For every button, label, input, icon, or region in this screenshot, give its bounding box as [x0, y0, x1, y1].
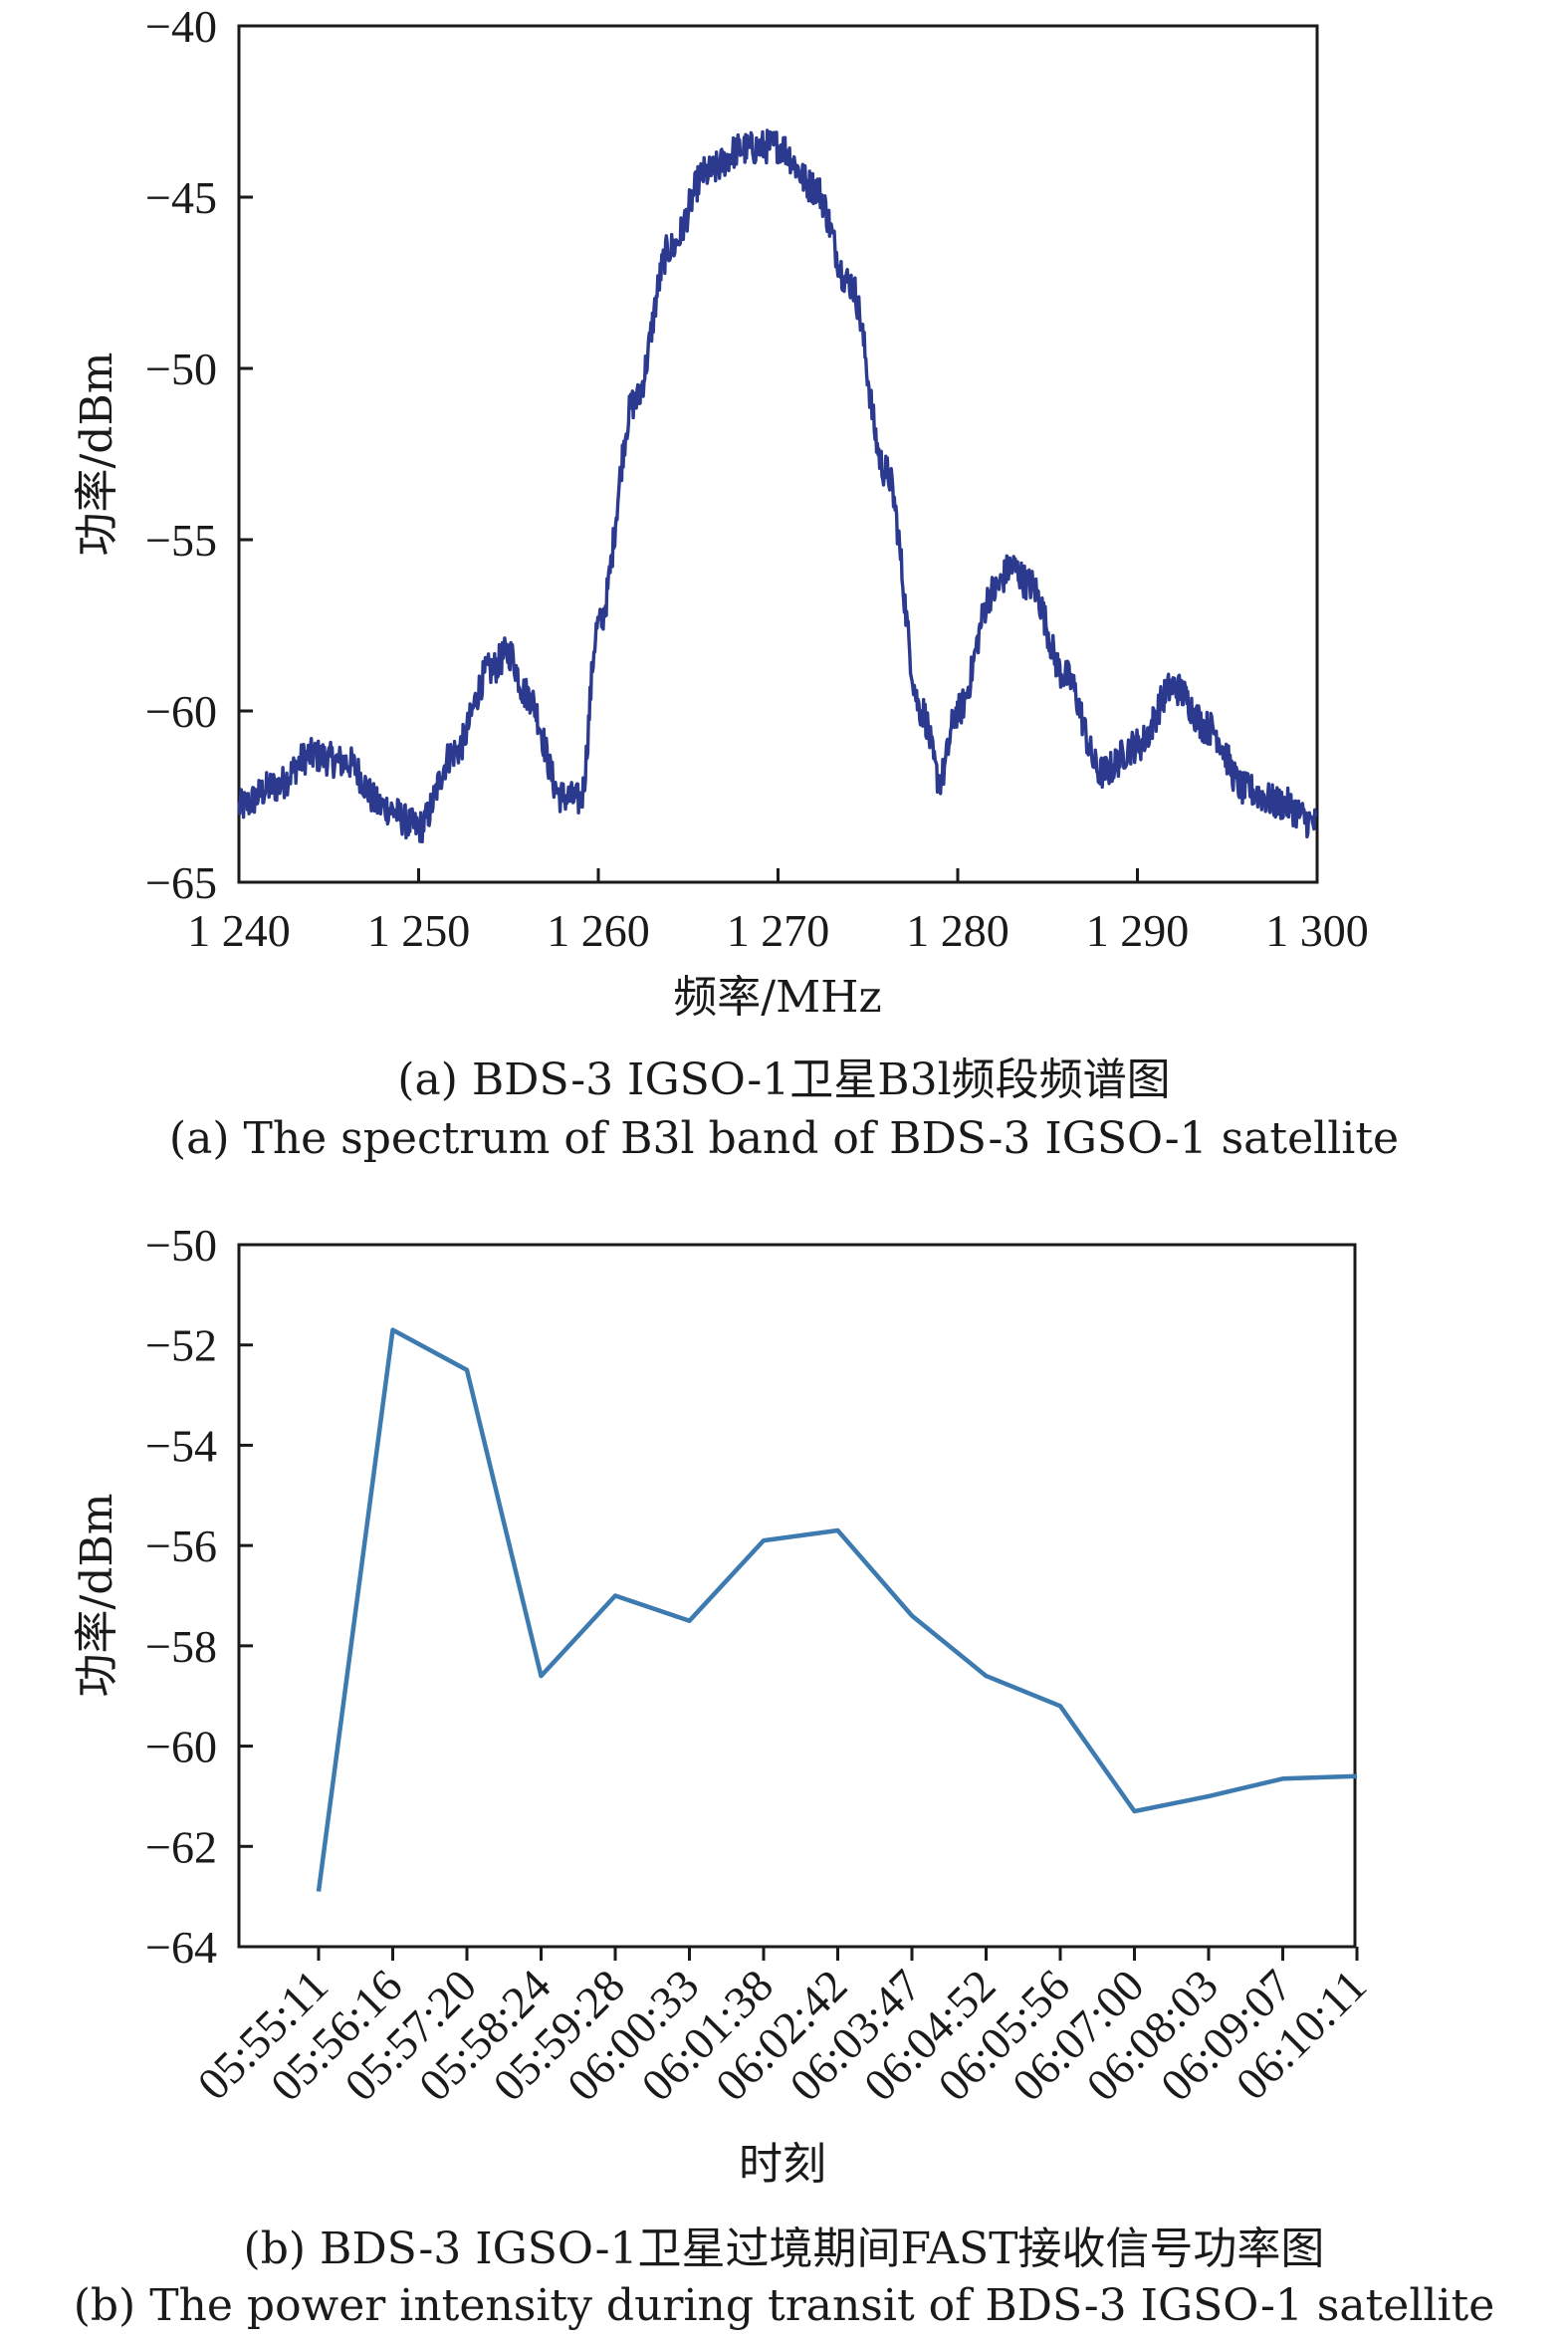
power-y-tick-label: −56 [145, 1521, 217, 1571]
spectrum-x-tick-label: 1 250 [367, 905, 471, 956]
spectrum-x-tick-label: 1 300 [1265, 905, 1369, 956]
spectrum-chart: −40−45−50−55−60−65 1 240 1 250 1 260 1 270 1… [72, 1, 1369, 1023]
spectrum-x-tick-label: 1 280 [906, 905, 1009, 956]
power-y-tick-label: −62 [145, 1821, 217, 1872]
spectrum-y-axis-label: 功率/dBm [72, 351, 122, 556]
caption-a-en: (a) The spectrum of B3l band of BDS-3 IG… [168, 1113, 1400, 1164]
spectrum-y-tick-label: −65 [145, 857, 217, 908]
spectrum-x-axis: 1 240 1 250 1 260 1 270 1 280 1 290 1 300 [187, 868, 1369, 956]
spectrum-x-axis-label: 频率/MHz [673, 972, 881, 1023]
spectrum-y-tick-label: −40 [145, 1, 217, 52]
power-x-axis-label: 时刻 [739, 2139, 826, 2190]
spectrum-x-tick-label: 1 270 [727, 905, 830, 956]
power-x-axis: 05:55:1105:56:1605:57:2005:58:2405:59:28… [188, 1947, 1376, 2111]
spectrum-y-tick-label: −50 [145, 344, 217, 394]
power-y-axis-label: 功率/dBm [72, 1493, 122, 1697]
caption-a-cn: (a) BDS-3 IGSO-1卫星B3l频段频谱图 [397, 1054, 1171, 1105]
spectrum-y-axis: −40 −45 −50 −55 −60 −65 [145, 1, 253, 908]
power-y-tick-label: −58 [145, 1621, 217, 1672]
power-y-axis: −50 −52 −54 −56 −58 −60 −62 −64 [145, 1220, 253, 1973]
power-y-tick-label: −50 [145, 1220, 217, 1271]
caption-b-cn: (b) BDS-3 IGSO-1卫星过境期间FAST接收信号功率图 [243, 2224, 1325, 2274]
spectrum-y-tick-label: −60 [145, 686, 217, 737]
power-y-tick-label: −60 [145, 1722, 217, 1772]
power-series-line [316, 1327, 1358, 1892]
power-y-tick-label: −64 [145, 1922, 217, 1973]
power-y-tick-label: −52 [145, 1320, 217, 1371]
spectrum-series-line [237, 128, 1318, 844]
spectrum-y-tick-label: −55 [145, 515, 217, 566]
spectrum-x-tick-label: 1 260 [547, 905, 650, 956]
power-chart: −50 −52 −54 −56 −58 −60 −62 −64 05:55:1105:56:1… [72, 1220, 1376, 2190]
power-plot-frame [237, 1243, 1357, 1949]
spectrum-y-tick-label: −45 [145, 172, 217, 223]
spectrum-x-tick-label: 1 290 [1086, 905, 1190, 956]
caption-b-en: (b) The power intensity during transit o… [73, 2280, 1495, 2331]
spectrum-x-tick-label: 1 240 [187, 905, 291, 956]
power-y-tick-label: −54 [145, 1420, 217, 1471]
